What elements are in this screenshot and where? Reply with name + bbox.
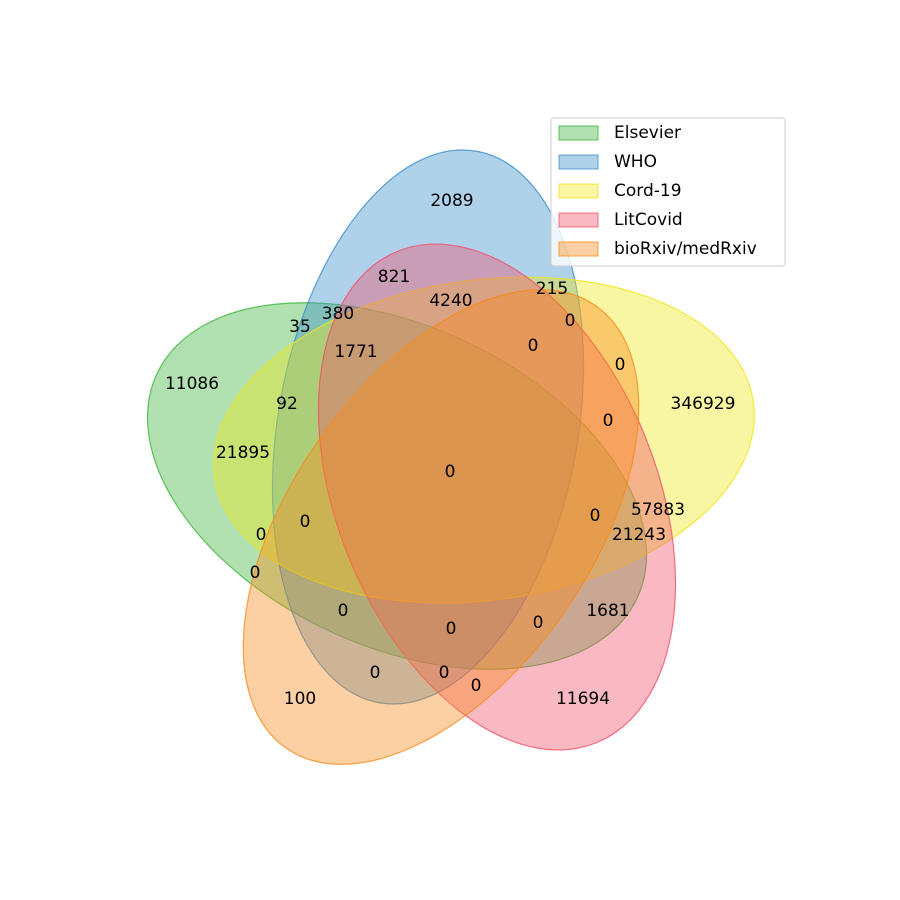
region-count: 0 xyxy=(528,336,539,356)
legend-swatch xyxy=(558,212,599,228)
region-count: 11694 xyxy=(556,689,610,709)
region-count: 0 xyxy=(590,506,601,526)
region-count: 0 xyxy=(603,411,614,431)
region-count: 346929 xyxy=(671,394,736,414)
region-count: 0 xyxy=(256,525,267,545)
region-count: 0 xyxy=(370,663,381,683)
region-count: 1771 xyxy=(334,342,377,362)
region-count: 21243 xyxy=(612,525,666,545)
region-count: 2089 xyxy=(430,191,473,211)
region-count: 821 xyxy=(378,267,410,287)
region-count: 0 xyxy=(615,355,626,375)
region-count: 0 xyxy=(565,311,576,331)
legend-label: bioRxiv/medRxiv xyxy=(614,239,757,259)
region-count: 380 xyxy=(322,304,354,324)
region-count: 0 xyxy=(533,613,544,633)
set-ellipse xyxy=(213,276,755,604)
region-count: 57883 xyxy=(631,500,685,520)
legend-swatch xyxy=(558,125,599,141)
set-ellipse xyxy=(242,289,640,765)
region-count: 0 xyxy=(445,462,456,482)
region-count: 92 xyxy=(276,394,298,414)
legend-swatch xyxy=(558,241,599,257)
region-count: 11086 xyxy=(165,374,219,394)
region-count: 100 xyxy=(284,689,316,709)
region-count: 4240 xyxy=(429,291,472,311)
region-count: 0 xyxy=(439,663,450,683)
region-count: 0 xyxy=(338,601,349,621)
legend-box xyxy=(550,117,786,267)
legend-label: Elsevier xyxy=(614,123,681,143)
set-ellipse xyxy=(271,149,585,705)
legend-swatch xyxy=(558,154,599,170)
legend-swatch xyxy=(558,183,599,199)
set-ellipse xyxy=(317,243,677,751)
region-count: 0 xyxy=(446,619,457,639)
region-count: 215 xyxy=(536,279,568,299)
region-count: 0 xyxy=(300,512,311,532)
region-count: 0 xyxy=(250,563,261,583)
region-count: 1681 xyxy=(586,601,629,621)
legend-label: Cord-19 xyxy=(614,181,682,201)
region-count: 21895 xyxy=(216,443,270,463)
set-ellipse xyxy=(146,302,648,670)
region-count: 35 xyxy=(289,317,311,337)
legend-label: LitCovid xyxy=(614,210,683,230)
region-count: 0 xyxy=(471,676,482,696)
legend-label: WHO xyxy=(614,152,657,172)
